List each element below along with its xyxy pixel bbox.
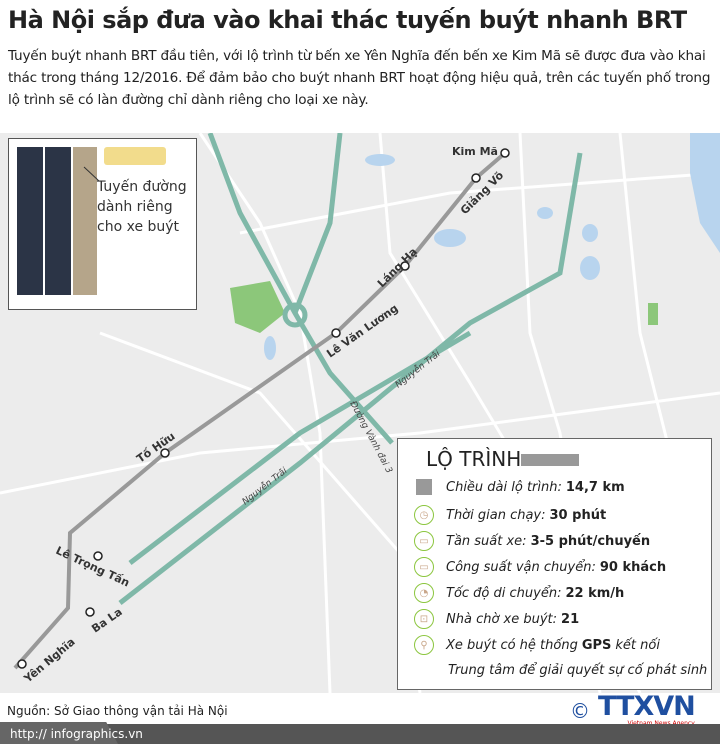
logo-text: TTXVN	[598, 691, 696, 722]
bus-stop-icon: ⊡	[414, 609, 434, 629]
speedometer-icon: ◔	[414, 583, 434, 603]
copyright-icon: ©	[570, 698, 590, 723]
stop-to-huu	[160, 448, 170, 458]
route-swatch	[521, 454, 579, 466]
bus-lane-inset: Tuyến đường dành riêng cho xe buýt	[8, 138, 197, 310]
route-map: Kim Mã Giảng Võ Láng Hạ Lê Văn Lương Tố …	[0, 133, 720, 693]
major-roads	[118, 133, 583, 605]
stop-le-van-luong	[331, 328, 341, 338]
legend-title: LỘ TRÌNH:	[426, 447, 528, 471]
legend-item: ◔ Tốc độ di chuyển: 22 km/h	[414, 583, 624, 603]
legend-item: ⚲ Xe buýt có hệ thống GPS kết nối	[414, 635, 660, 655]
footer-tab	[0, 722, 118, 744]
item-value: 3-5 phút/chuyến	[530, 533, 651, 549]
ttxvn-logo: © TTXVNVietnam News Agency	[570, 691, 696, 727]
item-value: 90 khách	[599, 559, 667, 575]
lakes	[264, 154, 600, 360]
bus-icon	[104, 147, 166, 165]
stopwatch-icon: ◷	[414, 505, 434, 525]
item-value: 22 km/h	[565, 585, 625, 601]
item-label: kết nối	[615, 637, 660, 653]
brt-route-line	[13, 151, 507, 670]
item-value: 21	[561, 611, 580, 627]
item-value: 30 phút	[549, 507, 607, 523]
legend-item: Chiều dài lộ trình: 14,7 km	[414, 479, 625, 495]
lane-illustration	[17, 147, 166, 295]
item-label: Tần suất xe:	[446, 533, 527, 549]
stop-lang-ha	[400, 261, 410, 271]
page-title: Hà Nội sắp đưa vào khai thác tuyến buýt …	[8, 6, 687, 34]
bus-icon: ▭	[414, 531, 434, 551]
logo-subtext: Vietnam News Agency	[598, 720, 694, 727]
item-label: Xe buýt có hệ thống	[446, 637, 578, 653]
item-value: 14,7 km	[565, 479, 625, 495]
item-label: Nhà chờ xe buýt:	[446, 611, 558, 627]
location-pin-icon: ⚲	[414, 635, 434, 655]
item-label: Chiều dài lộ trình:	[446, 479, 562, 495]
bus-stops	[17, 148, 510, 669]
legend-item: ▭ Công suất vận chuyển: 90 khách	[414, 557, 666, 577]
item-label: Công suất vận chuyển:	[446, 559, 596, 575]
intro-text: Tuyến buýt nhanh BRT đầu tiên, với lộ tr…	[8, 48, 711, 108]
stop-giang-vo	[471, 173, 481, 183]
legend-item: ⊡ Nhà chờ xe buýt: 21	[414, 609, 579, 629]
route-legend: LỘ TRÌNH: Chiều dài lộ trình: 14,7 km ◷ Th…	[397, 438, 712, 690]
item-label: Tốc độ di chuyển:	[446, 585, 562, 601]
footer-bar: http:// infographics.vn	[0, 722, 720, 744]
inset-caption: Tuyến đường dành riêng cho xe buýt	[97, 179, 187, 235]
legend-item: ▭ Tần suất xe: 3-5 phút/chuyến	[414, 531, 650, 551]
stop-yen-nghia	[17, 659, 27, 669]
park	[230, 281, 285, 333]
legend-last-line: Trung tâm để giải quyết sự cố phát sinh	[448, 663, 708, 678]
footer-url[interactable]: http:// infographics.vn	[10, 727, 143, 741]
label-kim-ma: Kim Mã	[452, 145, 498, 158]
stop-le-trong-tan	[93, 551, 103, 561]
bus-icon: ▭	[414, 557, 434, 577]
park-small	[648, 303, 658, 325]
item-value: GPS	[581, 637, 612, 653]
source-text: Nguồn: Sở Giao thông vận tải Hà Nội	[7, 704, 228, 718]
route-square-icon	[416, 479, 432, 495]
legend-item: ◷ Thời gian chạy: 30 phút	[414, 505, 606, 525]
stop-kim-ma	[500, 148, 510, 158]
river	[690, 133, 720, 253]
stop-ba-la	[85, 607, 95, 617]
item-label: Thời gian chạy:	[446, 507, 546, 523]
